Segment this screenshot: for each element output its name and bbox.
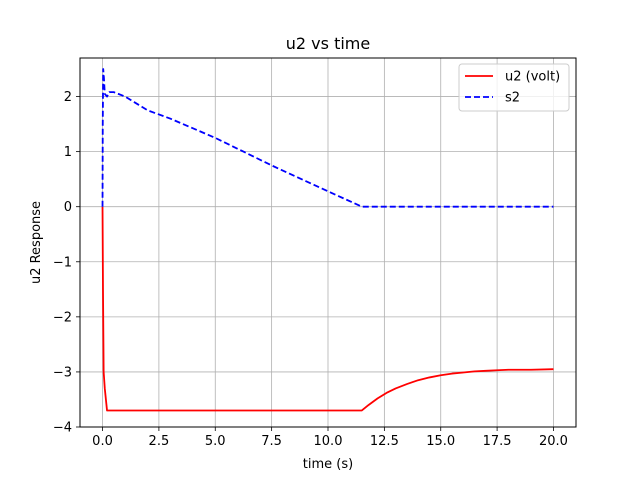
x-tick-label: 0.0 [92, 434, 113, 449]
series-layer [101, 68, 554, 412]
y-tick-label: 0 [64, 200, 72, 215]
y-tick-label: −3 [53, 365, 72, 380]
x-tick-label: 15.0 [426, 434, 455, 449]
x-tick-label: 17.5 [483, 434, 512, 449]
chart-title: u2 vs time [286, 34, 370, 53]
series-line-s2 [101, 68, 554, 208]
y-tick-label: −2 [53, 310, 72, 325]
series-line-u2 [101, 206, 554, 412]
x-tick-label: 20.0 [539, 434, 568, 449]
x-axis-label: time (s) [303, 457, 353, 472]
y-axis-label: u2 Response [29, 201, 44, 284]
x-tick-label: 7.5 [261, 434, 282, 449]
y-tick-label: −4 [53, 421, 72, 436]
x-tick-label: 10.0 [314, 434, 343, 449]
ticks: 0.0 2.5 5.0 7.5 10.0 12.5 15.0 17.5 20.0 −4 −3 −2 −1… [53, 90, 568, 449]
legend: u2 (volt) s2 [458, 63, 570, 112]
y-tick-label: 2 [64, 90, 72, 105]
y-tick-label: 1 [64, 145, 72, 160]
x-tick-label: 2.5 [149, 434, 170, 449]
x-tick-label: 12.5 [370, 434, 399, 449]
legend-label-u2: u2 (volt) [505, 70, 560, 85]
x-tick-label: 5.0 [205, 434, 226, 449]
legend-label-s2: s2 [505, 91, 520, 106]
y-tick-label: −1 [53, 255, 72, 270]
